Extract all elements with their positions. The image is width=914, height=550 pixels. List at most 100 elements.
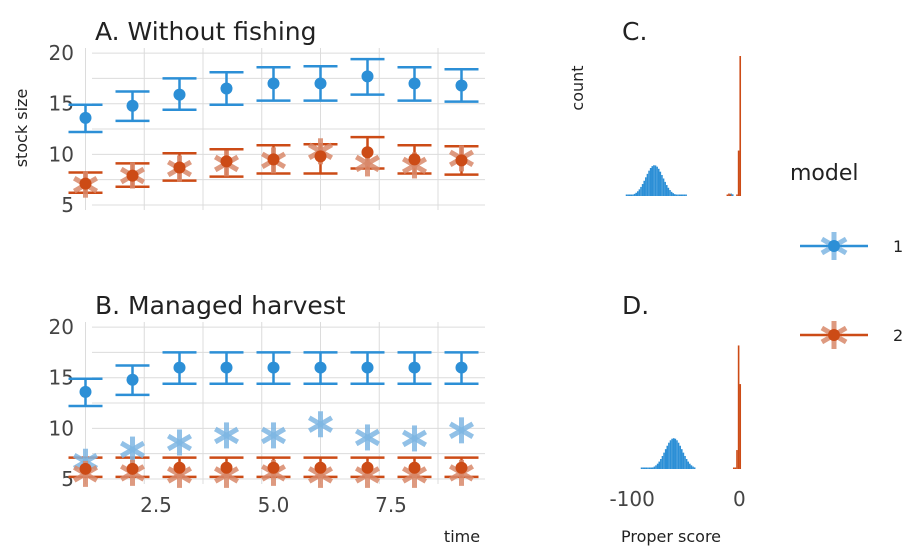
- histogram-bar-model-2: [739, 56, 742, 196]
- point-model-1: [79, 385, 92, 398]
- histogram-bar-model-2: [736, 450, 738, 469]
- legend-item-model-1: 1: [800, 232, 903, 260]
- proper-score-axis-title: Proper score: [621, 527, 721, 546]
- histogram-bar-model-1: [645, 177, 647, 196]
- observation-star: [448, 417, 475, 444]
- point-model-1: [314, 361, 327, 374]
- histogram-bar-model-1: [653, 466, 656, 469]
- point-model-2: [79, 462, 92, 475]
- point-model-2: [455, 461, 468, 474]
- histogram-bar-model-1: [656, 166, 658, 196]
- panel-d-title: D.: [622, 291, 649, 320]
- histogram-bar-model-1: [661, 174, 663, 196]
- point-model-2: [126, 169, 139, 182]
- y-tick-label: 5: [61, 193, 74, 217]
- observation-star: [119, 436, 146, 463]
- histogram-bar-model-1: [677, 194, 679, 196]
- histogram-bar-model-1: [684, 455, 686, 469]
- histogram-bar-model-1: [679, 445, 681, 469]
- point-model-1: [220, 82, 233, 95]
- histogram-bar-model-1: [645, 467, 648, 469]
- histogram-bar-model-1: [648, 467, 651, 469]
- panel-a-title: A. Without fishing: [95, 17, 316, 46]
- histogram-bar-model-1: [650, 467, 653, 469]
- histogram-bar-model-1: [666, 445, 669, 469]
- histogram-bar-model-2: [729, 194, 732, 196]
- histogram-bar-model-1: [687, 461, 690, 469]
- point-model-1: [314, 77, 327, 90]
- histogram-bar-model-1: [690, 465, 693, 469]
- histogram-bar-model-1: [646, 173, 649, 196]
- histogram-bar-model-1: [682, 194, 684, 196]
- point-model-1: [408, 361, 421, 374]
- histogram-bar-model-2: [737, 345, 740, 469]
- point-model-2: [314, 461, 327, 474]
- histogram-bar-model-1: [637, 191, 639, 196]
- histogram-bar-model-2: [728, 193, 730, 196]
- histogram-bar-model-1: [647, 467, 649, 469]
- histogram-bar-model-2: [737, 150, 740, 196]
- histogram-bar-model-1: [685, 459, 688, 469]
- histogram-bar-model-1: [664, 181, 666, 196]
- y-tick-label: 5: [61, 467, 74, 491]
- histogram-bar-model-1: [633, 193, 636, 196]
- histogram-bar-model-1: [667, 187, 670, 196]
- panel-c-title: C.: [622, 17, 647, 46]
- histogram-bar-model-1: [670, 191, 673, 196]
- y-tick-label: 20: [49, 41, 74, 65]
- histogram-bar-model-1: [731, 194, 734, 196]
- histogram-bar-model-1: [693, 467, 696, 469]
- histogram-bar-model-2: [734, 467, 737, 469]
- histogram-bar-model-1: [655, 465, 657, 469]
- histogram-bar-model-1: [680, 449, 683, 469]
- observation-star: [166, 429, 193, 456]
- observation-star: [401, 425, 428, 452]
- point-model-1: [361, 70, 374, 83]
- count-axis-title: count: [568, 65, 587, 110]
- point-model-2: [314, 150, 327, 163]
- histogram-bar-model-1: [653, 165, 655, 196]
- x-axis-title: time: [444, 527, 480, 546]
- x-tick-label: 0: [733, 487, 746, 511]
- histogram-bar-model-1: [662, 178, 665, 196]
- histogram-bar-model-1: [643, 467, 646, 469]
- point-model-1: [126, 99, 139, 112]
- x-tick-label: 2.5: [140, 493, 172, 517]
- x-tick-label: 5.0: [258, 493, 290, 517]
- histogram-bar-model-1: [661, 455, 664, 469]
- legend-title: model: [790, 161, 859, 186]
- histogram-bar-model-1: [671, 438, 673, 469]
- histogram-bar-model-1: [657, 168, 660, 196]
- point-model-2: [455, 154, 468, 167]
- histogram-bar-model-1: [628, 194, 631, 196]
- histogram-bar-model-1: [649, 168, 652, 196]
- histogram-bar-model-1: [630, 194, 633, 196]
- histogram-bar-model-1: [640, 186, 642, 196]
- observation-star: [354, 424, 381, 451]
- y-axis-title: stock size: [12, 89, 31, 168]
- point-model-2: [79, 177, 92, 190]
- histogram-bar-model-1: [648, 170, 650, 196]
- histogram-bar-model-1: [625, 194, 628, 196]
- point-model-2: [173, 461, 186, 474]
- observation-star: [307, 411, 334, 438]
- panel-c: C. count: [568, 17, 742, 196]
- histogram-bar-model-1: [669, 190, 671, 196]
- point-model-1: [79, 111, 92, 124]
- histogram-bar-model-1: [677, 442, 680, 469]
- histogram-bar-model-2: [739, 384, 742, 469]
- point-model-2: [267, 153, 280, 166]
- histogram-bar-model-1: [672, 438, 675, 469]
- point-model-2: [408, 153, 421, 166]
- histogram-bar-model-1: [652, 467, 654, 469]
- point-model-2: [267, 461, 280, 474]
- point-model-2: [220, 461, 233, 474]
- histogram-bar-model-2: [732, 467, 735, 469]
- point-model-1: [173, 361, 186, 374]
- histogram-bar-model-1: [669, 440, 672, 469]
- histogram-bar-model-1: [682, 452, 685, 469]
- legend-label-1: 1: [893, 237, 903, 256]
